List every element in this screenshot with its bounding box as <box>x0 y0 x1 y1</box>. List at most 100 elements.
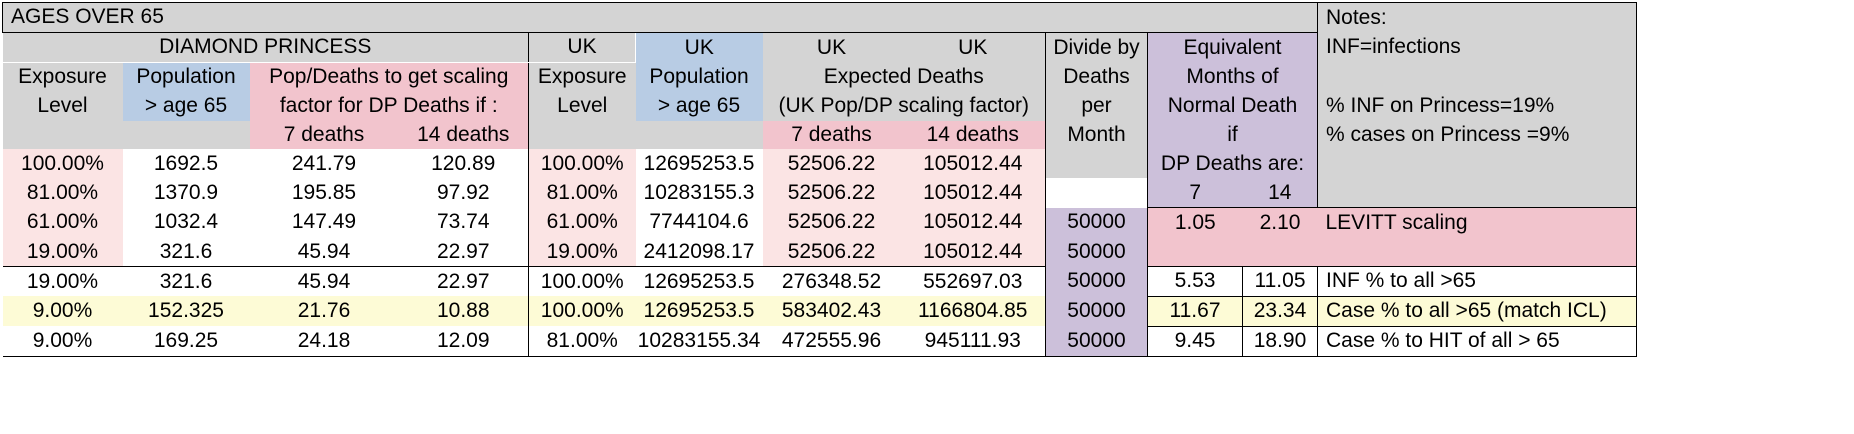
uk-7-deaths-header[interactable]: 7 deaths <box>762 120 901 150</box>
notes-line-1[interactable]: INF=infections <box>1317 32 1637 63</box>
dp-7-cell[interactable]: 24.18 <box>249 326 399 357</box>
uk-population-cell[interactable]: 12695253.5 <box>643 151 755 175</box>
uk-14-cell[interactable]: 1166804.85 <box>900 296 1046 327</box>
months-7-cell[interactable] <box>1147 237 1243 268</box>
dp-scaling-header-2[interactable]: factor for DP Deaths if : <box>249 91 529 121</box>
dp-exposure-cell[interactable]: 81.00% <box>2 178 123 208</box>
divide-header-1[interactable]: Divide by <box>1045 32 1148 63</box>
divide-cell[interactable]: 50000 <box>1045 237 1148 267</box>
dp-14-cell[interactable]: 10.88 <box>398 296 529 327</box>
dp-exposure-cell[interactable]: 19.00% <box>2 237 123 267</box>
uk-population-cell[interactable]: 10283155.3 <box>643 181 755 205</box>
dp-14-cell[interactable]: 97.92 <box>398 178 529 208</box>
dp-7-cell[interactable]: 147.49 <box>291 210 357 234</box>
dp-14-cell[interactable]: 22.97 <box>398 237 529 267</box>
sheet-title[interactable]: AGES OVER 65 <box>2 2 1318 33</box>
dp-population-cell[interactable]: 1032.4 <box>153 210 219 234</box>
dp-population-cell[interactable]: 152.325 <box>122 296 250 327</box>
uk-expected-header-2[interactable]: (UK Pop/DP scaling factor) <box>762 91 1046 121</box>
dp-population-cell[interactable]: 1692.5 <box>153 151 219 175</box>
months-14-cell[interactable]: 11.05 <box>1242 266 1318 297</box>
divide-header-2[interactable]: Deaths <box>1045 62 1148 92</box>
row-label-levitt[interactable]: LEVITT scaling <box>1317 207 1637 238</box>
uk-exposure-cell[interactable]: 81.00% <box>528 178 636 208</box>
divide-cell[interactable] <box>1045 149 1148 179</box>
uk-7-cell[interactable]: 472555.96 <box>762 326 901 357</box>
uk-14-cell[interactable]: 105012.44 <box>900 237 1046 267</box>
uk-expected-header-1[interactable]: Expected Deaths <box>762 62 1046 92</box>
months-14-cell[interactable] <box>1242 237 1318 268</box>
months-7-cell[interactable]: 1.05 <box>1147 207 1243 238</box>
equivalent-header-5[interactable]: DP Deaths are: <box>1147 149 1318 179</box>
dp-population-cell[interactable]: 169.25 <box>122 326 250 357</box>
dp-14-cell[interactable]: 22.97 <box>398 266 529 297</box>
uk-14-cell[interactable]: 105012.44 <box>900 149 1046 179</box>
uk-population-header-1[interactable]: Population <box>635 62 763 92</box>
notes-header[interactable]: Notes: <box>1317 2 1637 33</box>
divide-cell[interactable] <box>1045 178 1148 208</box>
row-label-cell[interactable]: INF % to all >65 <box>1317 266 1637 297</box>
dp-14-cell[interactable]: 73.74 <box>398 207 529 238</box>
uk-exposure-header[interactable]: UK <box>528 32 636 63</box>
uk-14-deaths-header[interactable]: 14 deaths <box>900 120 1046 150</box>
dp-7-cell[interactable]: 45.94 <box>297 239 351 263</box>
uk-7-cell[interactable]: 52506.22 <box>762 178 901 208</box>
dp-exposure-header-1[interactable]: Exposure <box>2 62 123 92</box>
uk-14-cell[interactable]: 105012.44 <box>900 207 1046 238</box>
divide-header-3[interactable]: per <box>1045 91 1148 121</box>
uk-7-cell[interactable]: 52506.22 <box>762 149 901 179</box>
dp-population-header-1[interactable]: Population <box>122 62 250 92</box>
divide-cell[interactable]: 50000 <box>1045 296 1148 327</box>
months-7-cell[interactable]: 5.53 <box>1147 266 1243 297</box>
dp-14-cell[interactable]: 12.09 <box>398 326 529 357</box>
uk-exposure-cell[interactable]: 100.00% <box>528 296 636 327</box>
dp-scaling-header-1[interactable]: Pop/Deaths to get scaling <box>249 62 529 92</box>
dp-14-cell[interactable]: 120.89 <box>398 149 529 179</box>
uk-exposure-cell[interactable]: 100.00% <box>528 149 636 179</box>
dp-7-cell[interactable]: 45.94 <box>249 266 399 297</box>
dp-7-cell[interactable]: 195.85 <box>291 181 357 205</box>
dp-population-cell[interactable]: 321.6 <box>159 239 213 263</box>
months-7-cell[interactable]: 11.67 <box>1147 295 1243 327</box>
equivalent-header-4[interactable]: if <box>1147 120 1318 150</box>
divide-header-4[interactable]: Month <box>1045 120 1148 150</box>
equivalent-header-2[interactable]: Months of <box>1147 62 1318 92</box>
months-14-cell[interactable]: 23.34 <box>1242 295 1318 327</box>
dp-14-deaths-header[interactable]: 14 deaths <box>398 120 529 150</box>
divide-cell[interactable]: 50000 <box>1045 326 1148 357</box>
uk-exposure-cell[interactable]: 100.00% <box>528 266 636 297</box>
dp-population-cell[interactable]: 321.6 <box>122 266 250 297</box>
equivalent-14-header[interactable]: 14 <box>1242 178 1318 208</box>
months-7-cell[interactable]: 9.45 <box>1147 325 1243 357</box>
uk-population-cell[interactable]: 12695253.5 <box>635 266 763 297</box>
uk-7-cell[interactable]: 276348.52 <box>762 266 901 297</box>
dp-exposure-cell[interactable]: 19.00% <box>2 266 123 297</box>
dp-exposure-cell[interactable]: 9.00% <box>2 326 123 357</box>
equivalent-header-1[interactable]: Equivalent <box>1147 32 1318 63</box>
months-14-cell[interactable]: 2.10 <box>1242 207 1318 238</box>
uk-exposure-header-1[interactable]: Exposure <box>528 62 636 92</box>
dp-7-cell[interactable]: 21.76 <box>249 296 399 327</box>
uk-expected-7-header[interactable]: UK <box>762 32 901 63</box>
uk-population-cell[interactable]: 12695253.5 <box>635 296 763 327</box>
uk-population-cell[interactable]: 10283155.34 <box>635 326 763 357</box>
dp-exposure-cell[interactable]: 100.00% <box>2 149 123 179</box>
uk-population-header-2[interactable]: > age 65 <box>635 91 763 121</box>
uk-7-cell[interactable]: 52506.22 <box>762 207 901 238</box>
dp-exposure-cell[interactable]: 9.00% <box>2 296 123 327</box>
row-label-cell[interactable] <box>1317 237 1637 268</box>
diamond-princess-header[interactable]: DIAMOND PRINCESS <box>2 32 529 63</box>
dp-7-deaths-header[interactable]: 7 deaths <box>249 120 399 150</box>
uk-expected-14-header[interactable]: UK <box>900 32 1046 63</box>
dp-7-cell[interactable]: 241.79 <box>291 151 357 175</box>
uk-14-cell[interactable]: 105012.44 <box>900 178 1046 208</box>
uk-exposure-cell[interactable]: 61.00% <box>528 207 636 238</box>
dp-population-cell[interactable]: 1370.9 <box>153 181 219 205</box>
dp-population-header-2[interactable]: > age 65 <box>122 91 250 121</box>
uk-exposure-header-2[interactable]: Level <box>528 91 636 121</box>
dp-exposure-cell[interactable]: 61.00% <box>2 207 123 238</box>
uk-exposure-cell[interactable]: 81.00% <box>528 326 636 357</box>
uk-exposure-cell[interactable]: 19.00% <box>528 237 636 267</box>
notes-line-3[interactable]: % cases on Princess =9% <box>1317 120 1637 150</box>
dp-exposure-header-2[interactable]: Level <box>2 91 123 121</box>
